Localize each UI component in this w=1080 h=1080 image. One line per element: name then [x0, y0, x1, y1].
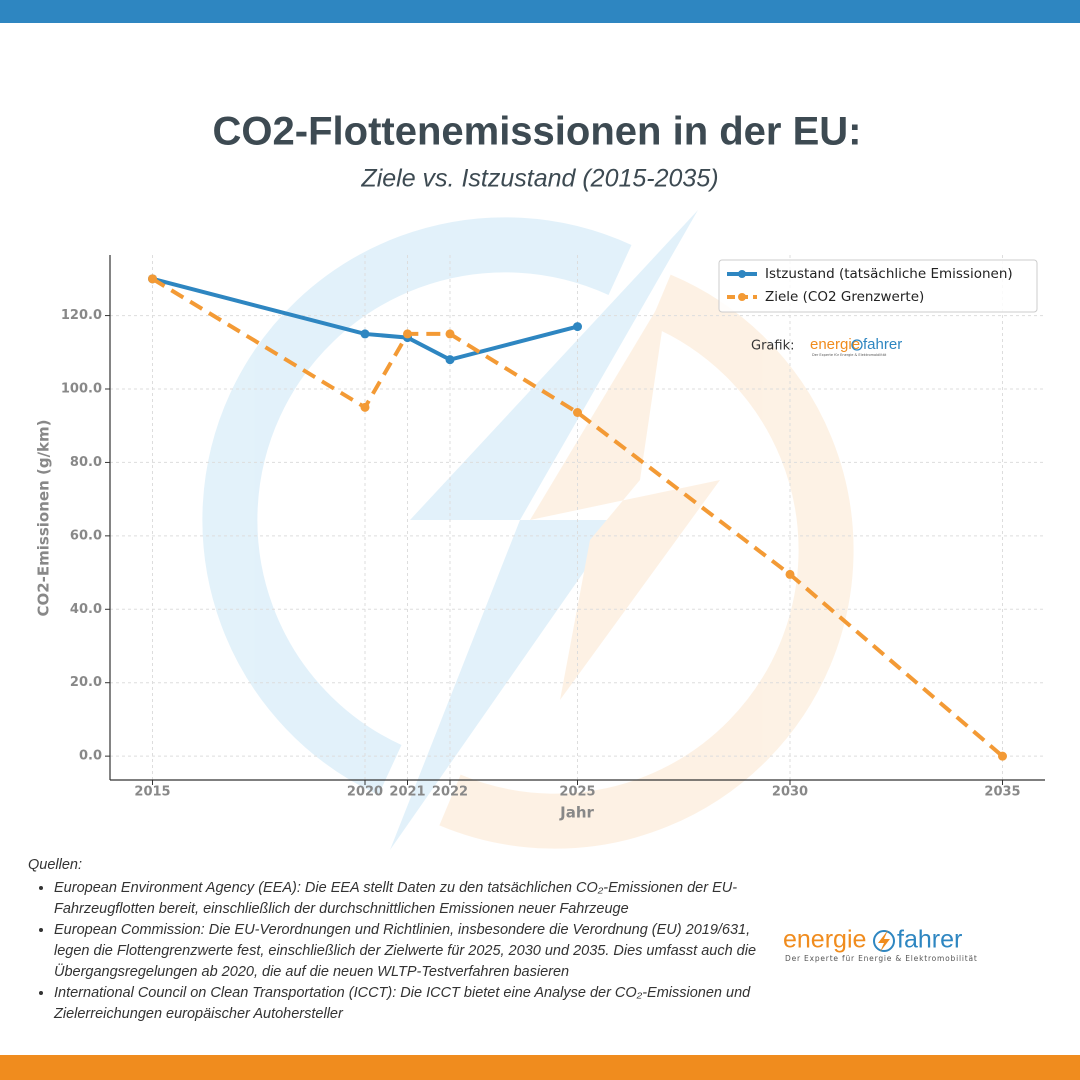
- legend: Istzustand (tatsächliche Emissionen) Ziel…: [718, 259, 1038, 313]
- y-tick-label: 100.0: [61, 382, 102, 397]
- y-tick-label: 60.0: [70, 528, 102, 543]
- watermark-arc: [202, 217, 632, 795]
- logo-part: fahrer: [897, 926, 962, 954]
- y-tick-label: 40.0: [70, 602, 102, 617]
- data-point: [403, 329, 412, 339]
- legend-box: [718, 259, 1038, 313]
- top-bar: [0, 0, 1080, 23]
- legend-marker: [738, 270, 746, 278]
- x-axis-label: Jahr: [559, 804, 594, 822]
- source-item: European Environment Agency (EEA): Die E…: [54, 878, 768, 920]
- y-tick-label: 80.0: [70, 455, 102, 470]
- logo-icon: [878, 930, 890, 952]
- x-tick-label: 2020: [347, 785, 383, 800]
- data-point: [573, 408, 582, 417]
- legend-label: Ziele (CO2 Grenzwerte): [765, 289, 924, 305]
- watermark-bolt: [530, 290, 720, 700]
- data-point: [445, 355, 455, 365]
- sources: Quellen: European Environment Agency (EE…: [28, 855, 768, 1025]
- watermark-bolt: [390, 210, 698, 850]
- source-item: International Council on Clean Transport…: [54, 983, 768, 1025]
- y-axis-label: CO2-Emissionen (g/km): [35, 419, 53, 616]
- data-point: [573, 322, 582, 332]
- logo-tagline: Der Experte für Energie & Elektromobilit…: [812, 353, 887, 357]
- legend-label: Istzustand (tatsächliche Emissionen): [765, 266, 1013, 282]
- x-tick-label: 2030: [772, 785, 808, 800]
- small-logo: energie fahrer Der Experte für Energie &…: [810, 336, 902, 357]
- logo-part: fahrer: [863, 336, 902, 353]
- big-logo: energie fahrer Der Experte für Energie &…: [783, 926, 978, 963]
- logo-icon: [851, 339, 863, 351]
- logo-part: energie: [783, 926, 866, 954]
- logo-part: energie: [810, 336, 860, 353]
- data-point: [148, 274, 157, 284]
- chart-subtitle: Ziele vs. Istzustand (2015-2035): [360, 165, 718, 193]
- source-item: European Commission: Die EU-Verordnungen…: [54, 920, 768, 983]
- y-tick-label: 20.0: [70, 675, 102, 690]
- logo-tagline: Der Experte für Energie & Elektromobilit…: [785, 954, 978, 963]
- chart-title: CO2-Flottenemissionen in der EU:: [213, 110, 862, 154]
- x-tick-label: 2021: [389, 785, 425, 800]
- graphic-credit: Grafik:: [751, 339, 794, 354]
- data-point: [785, 569, 795, 579]
- data-point: [360, 402, 370, 412]
- logo-icon: [873, 930, 895, 952]
- x-tick-label: 2035: [984, 785, 1020, 800]
- data-point: [998, 751, 1007, 761]
- watermark: [202, 210, 854, 850]
- sources-list: European Environment Agency (EEA): Die E…: [28, 878, 768, 1025]
- y-tick-label: 0.0: [79, 749, 102, 764]
- x-tick-label: 2022: [432, 785, 468, 800]
- bottom-bar: [0, 1055, 1080, 1080]
- y-tick-label: 120.0: [61, 308, 102, 323]
- watermark-arc: [439, 274, 854, 849]
- data-point: [445, 329, 455, 339]
- x-tick-label: 2025: [559, 785, 595, 800]
- sources-heading: Quellen:: [28, 857, 83, 873]
- legend-marker: [738, 293, 746, 301]
- x-tick-label: 2015: [134, 785, 170, 800]
- data-point: [360, 329, 370, 339]
- axes: 0.0 20.0 40.0 60.0 80.0 100.0 120.0 2015 2020 202…: [61, 255, 1045, 800]
